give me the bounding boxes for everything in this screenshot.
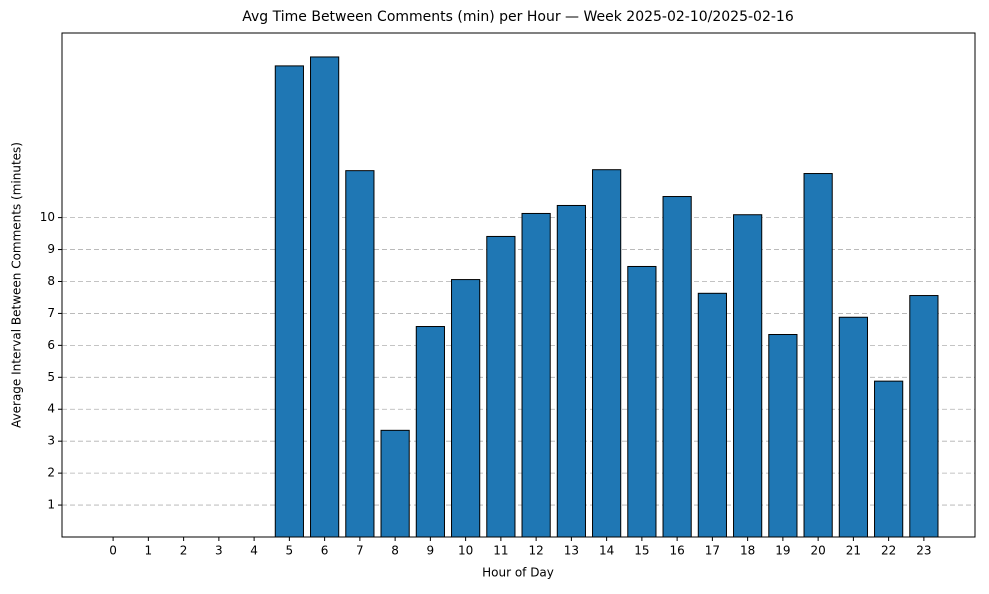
x-tick-label: 8: [391, 544, 399, 558]
bar: [662, 196, 692, 538]
plot-frame: [61, 32, 976, 538]
bar: [874, 380, 904, 538]
bar: [838, 316, 868, 538]
x-tick-label: 13: [564, 544, 579, 558]
x-tick-label: 16: [669, 544, 684, 558]
x-tick-label: 20: [810, 544, 825, 558]
x-tick-label: 23: [916, 544, 931, 558]
bar: [380, 429, 410, 538]
bar: [451, 279, 481, 538]
x-tick-label: 12: [528, 544, 543, 558]
y-tick-label: 8: [47, 274, 55, 288]
x-tick-label: 14: [599, 544, 614, 558]
x-tick-label: 9: [427, 544, 435, 558]
x-tick-label: 5: [286, 544, 294, 558]
chart-title: Avg Time Between Comments (min) per Hour…: [242, 9, 794, 25]
x-axis-label: Hour of Day: [482, 566, 554, 580]
x-tick-label: 19: [775, 544, 790, 558]
x-tick-label: 10: [458, 544, 473, 558]
y-tick-label: 3: [47, 434, 55, 448]
x-tick-label: 6: [321, 544, 329, 558]
bar: [768, 334, 798, 538]
bar: [345, 170, 375, 538]
y-axis-label: Average Interval Between Comments (minut…: [10, 142, 24, 428]
y-tick-label: 5: [47, 370, 55, 384]
bar: [486, 235, 516, 538]
bar: [803, 173, 833, 538]
y-tick-label: 4: [47, 402, 55, 416]
x-tick-label: 18: [740, 544, 755, 558]
y-tick-label: 7: [47, 306, 55, 320]
x-tick-label: 17: [705, 544, 720, 558]
bar: [733, 214, 763, 538]
bar: [909, 295, 939, 538]
x-tick-label: 2: [180, 544, 188, 558]
x-tick-label: 22: [881, 544, 896, 558]
x-tick-label: 7: [356, 544, 364, 558]
x-tick-label: 0: [109, 544, 117, 558]
y-tick-label: 2: [47, 466, 55, 480]
x-tick-label: 1: [145, 544, 153, 558]
y-tick-label: 9: [47, 242, 55, 256]
bar: [521, 212, 551, 538]
x-tick-label: 11: [493, 544, 508, 558]
x-tick-label: 3: [215, 544, 223, 558]
bar: [310, 56, 340, 538]
x-tick-label: 21: [846, 544, 861, 558]
bar: [415, 326, 445, 538]
bar: [274, 65, 304, 538]
y-tick-label: 1: [47, 498, 55, 512]
bar: [556, 204, 586, 538]
bar: [592, 169, 622, 538]
y-tick-label: 10: [40, 210, 55, 224]
y-tick-label: 6: [47, 338, 55, 352]
bar: [627, 265, 657, 538]
x-tick-label: 15: [634, 544, 649, 558]
x-tick-label: 4: [250, 544, 258, 558]
bar: [697, 292, 727, 538]
